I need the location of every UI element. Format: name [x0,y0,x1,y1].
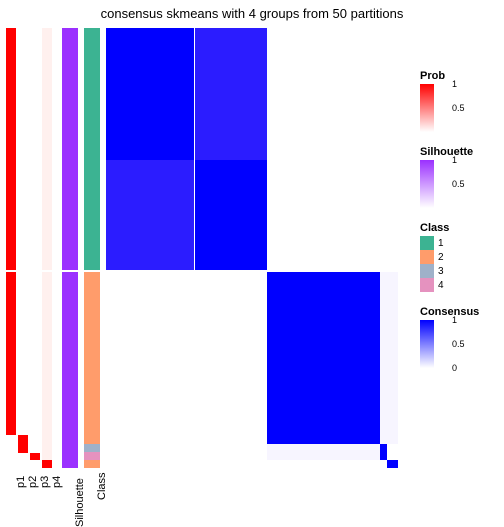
track-p3 [30,28,40,468]
track-silhouette [62,28,78,468]
legends: Prob 10.5 Silhouette 10.5 Class 1234 Con… [420,70,500,382]
axis-label-silhouette: Silhouette [74,478,86,527]
swatch-icon [420,236,434,250]
axis-label-p3: p3 [39,476,51,488]
legend-class-item: 1 [420,236,500,250]
axis-label-p2: p2 [27,476,39,488]
track-p4 [42,28,52,468]
legend-class-item: 2 [420,250,500,264]
track-p2 [18,28,28,468]
legend-class-item: 4 [420,278,500,292]
colorbar-consensus [420,320,434,368]
swatch-icon [420,250,434,264]
axis-label-p4: p4 [51,476,63,488]
colorbar-silhouette [420,160,434,208]
swatch-icon [420,278,434,292]
legend-silhouette: Silhouette 10.5 [420,146,500,208]
swatch-icon [420,264,434,278]
page-title: consensus skmeans with 4 groups from 50 … [0,6,504,21]
axis-label-class: Class [96,472,108,500]
axis-label-p1: p1 [15,476,27,488]
track-class [84,28,100,468]
legend-prob: Prob 10.5 [420,70,500,132]
track-p1 [6,28,16,468]
consensus-heatmap [106,28,398,468]
legend-class: Class 1234 [420,222,500,292]
legend-class-item: 3 [420,264,500,278]
colorbar-prob [420,84,434,132]
plot-area [6,28,416,468]
legend-consensus: Consensus 10.50 [420,306,500,368]
